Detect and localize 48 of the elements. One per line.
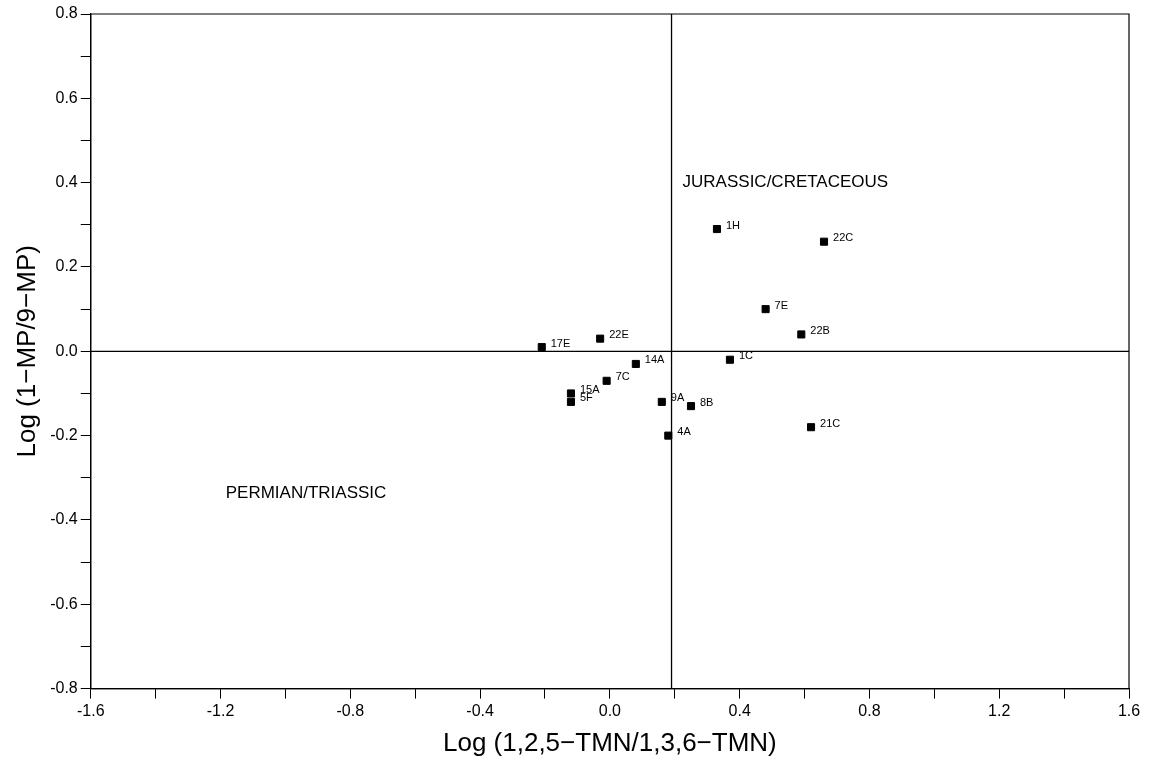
x-tick-label: 0.0 [598, 701, 622, 719]
point [807, 423, 816, 432]
point [761, 305, 770, 314]
annotation: PERMIAN/TRIASSIC [225, 482, 387, 502]
series-label: 7C [615, 370, 630, 383]
x-tick-label: 0.8 [858, 701, 881, 719]
series-label: 4A [677, 425, 692, 438]
y-tick-label: 0.8 [55, 4, 78, 22]
series-label: 22E [609, 328, 629, 341]
y-tick-label: 0.0 [55, 341, 78, 359]
series-label: 22C [833, 231, 854, 244]
x-tick-label: -1.2 [206, 701, 235, 719]
point [537, 343, 546, 352]
annotation: JURASSIC/CRETACEOUS [682, 172, 889, 192]
y-tick-label: -0.4 [50, 510, 78, 528]
y-tick-label: -0.2 [50, 426, 78, 444]
point [631, 359, 640, 368]
x-tick-label: 1.6 [1117, 701, 1141, 719]
series-label: 22B [810, 323, 830, 336]
y-axis-title: Log (1−MP/9−MP) [10, 245, 41, 458]
y-tick-label: -0.8 [50, 679, 78, 697]
y-tick-label: -0.6 [50, 594, 78, 612]
x-tick-label: -0.4 [466, 701, 494, 719]
point [664, 431, 673, 440]
series-label: 21C [820, 416, 841, 429]
point [686, 402, 696, 411]
x-tick-label: 0.4 [728, 701, 751, 719]
x-axis-title: Log (1,2,5−TMN/1,3,6−TMN) [442, 726, 777, 757]
point [657, 397, 666, 406]
series-label: 17E [550, 336, 571, 349]
series-label: 7E [774, 298, 789, 311]
point [819, 237, 829, 246]
series-label: 8B [700, 395, 714, 408]
point [725, 355, 734, 364]
y-tick-label: 0.2 [55, 257, 78, 275]
point [712, 224, 721, 234]
x-tick-label: -1.6 [76, 701, 105, 719]
x-tick-label: 1.2 [988, 701, 1011, 719]
x-tick-label: -0.8 [336, 701, 365, 719]
point [566, 397, 575, 406]
point [566, 389, 575, 398]
series-label: 14A [644, 353, 666, 366]
y-tick-label: 0.6 [55, 88, 78, 106]
point [602, 376, 611, 385]
point [797, 330, 806, 339]
y-tick-label: 0.4 [55, 173, 78, 191]
series-label: 1H [725, 218, 741, 231]
point [596, 334, 605, 343]
